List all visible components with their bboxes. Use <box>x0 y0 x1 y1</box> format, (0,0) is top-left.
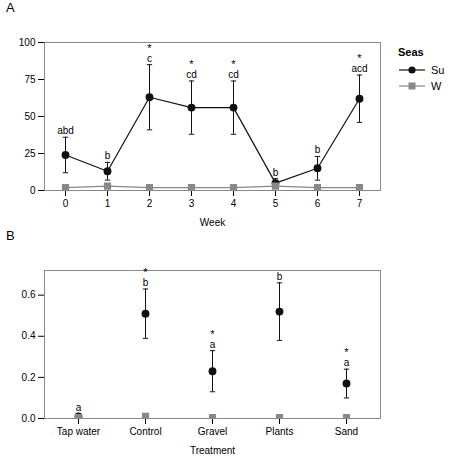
svg-text:Gravel: Gravel <box>198 426 227 437</box>
svg-text:a: a <box>210 339 216 350</box>
svg-text:cd: cd <box>228 69 239 80</box>
svg-text:5: 5 <box>273 198 279 209</box>
svg-text:*: * <box>189 58 194 70</box>
svg-text:Tap water: Tap water <box>57 426 101 437</box>
svg-text:*: * <box>357 52 362 64</box>
svg-text:a: a <box>344 357 350 368</box>
svg-text:0.6: 0.6 <box>22 289 36 300</box>
svg-text:0.4: 0.4 <box>22 330 36 341</box>
svg-text:*: * <box>231 58 236 70</box>
svg-text:*: * <box>344 346 349 358</box>
svg-text:a: a <box>76 402 82 413</box>
svg-text:75: 75 <box>24 74 36 85</box>
html-text:B: B <box>6 228 15 243</box>
svg-text:b: b <box>143 277 149 288</box>
svg-text:0: 0 <box>63 198 69 209</box>
svg-text:7: 7 <box>357 198 363 209</box>
svg-text:Week: Week <box>200 217 226 228</box>
svg-text:c: c <box>147 53 152 64</box>
svg-text:Plants: Plants <box>266 426 294 437</box>
svg-text:*: * <box>147 42 152 54</box>
svg-text:b: b <box>315 144 321 155</box>
svg-text:4: 4 <box>231 198 237 209</box>
svg-text:0: 0 <box>30 185 36 196</box>
svg-text:abd: abd <box>57 125 74 136</box>
svg-text:acd: acd <box>351 63 367 74</box>
html-text:A: A <box>6 0 15 15</box>
svg-text:*: * <box>143 266 148 278</box>
svg-text:0.0: 0.0 <box>22 413 36 424</box>
svg-text:cd: cd <box>186 69 197 80</box>
svg-text:1: 1 <box>105 198 111 209</box>
svg-text:Treatment: Treatment <box>190 445 235 456</box>
html-text:W: W <box>431 80 442 92</box>
svg-text:25: 25 <box>24 148 36 159</box>
html-text:Su: Su <box>431 64 445 76</box>
svg-text:100: 100 <box>19 37 36 48</box>
svg-text:b: b <box>277 271 283 282</box>
svg-text:2: 2 <box>147 198 153 209</box>
svg-text:Control: Control <box>129 426 161 437</box>
svg-text:50: 50 <box>24 111 36 122</box>
html-text:Seas: Seas <box>398 46 424 58</box>
svg-text:6: 6 <box>315 198 321 209</box>
svg-text:3: 3 <box>189 198 195 209</box>
svg-text:*: * <box>210 328 215 340</box>
svg-text:0.2: 0.2 <box>22 372 36 383</box>
svg-text:b: b <box>273 167 279 178</box>
svg-text:b: b <box>105 150 111 161</box>
svg-text:Sand: Sand <box>335 426 358 437</box>
